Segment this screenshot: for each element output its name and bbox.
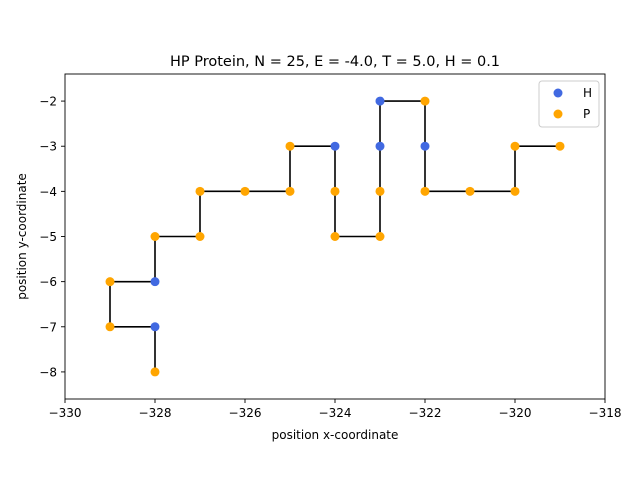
y-tick-label: −2: [39, 95, 57, 109]
residue-point-p: [510, 186, 520, 196]
residue-point-p: [330, 232, 340, 241]
y-tick-label: −7: [39, 320, 57, 334]
y-tick-label: −4: [39, 185, 57, 199]
residue-point-h: [375, 96, 385, 106]
y-tick-label: −3: [39, 140, 57, 154]
residue-point-h: [375, 141, 385, 151]
legend-label-h: H: [583, 86, 592, 100]
residue-point-p: [375, 186, 385, 196]
point-layer: [105, 96, 565, 377]
y-axis-label: position y-coordinate: [15, 173, 29, 300]
residue-point-p: [105, 322, 115, 332]
residue-point-p: [150, 367, 160, 377]
residue-point-p: [420, 96, 430, 106]
residue-point-p: [285, 141, 295, 151]
residue-point-p: [330, 186, 340, 196]
legend-label-p: P: [583, 107, 590, 121]
y-tick-label: −8: [39, 365, 57, 379]
x-tick-label: −326: [229, 406, 262, 420]
legend-marker-p: [553, 109, 563, 119]
x-axis-label: position x-coordinate: [272, 428, 399, 442]
residue-point-h: [150, 322, 160, 332]
residue-point-p: [420, 186, 430, 196]
residue-point-p: [510, 141, 520, 151]
x-tick-label: −322: [409, 406, 442, 420]
legend-marker-h: [553, 88, 563, 98]
x-tick-label: −330: [49, 406, 82, 420]
chain-layer: [109, 100, 560, 372]
residue-point-p: [555, 141, 565, 151]
residue-point-p: [375, 232, 385, 241]
residue-point-h: [420, 141, 430, 151]
residue-point-p: [285, 186, 295, 196]
residue-point-p: [195, 186, 205, 196]
x-tick-label: −324: [319, 406, 352, 420]
residue-point-h: [330, 141, 340, 151]
y-tick-label: −5: [39, 230, 57, 244]
residue-point-p: [195, 232, 205, 241]
chart-title: HP Protein, N = 25, E = -4.0, T = 5.0, H…: [170, 54, 500, 70]
x-tick-label: −318: [589, 406, 622, 420]
residue-point-p: [150, 232, 160, 241]
residue-point-p: [465, 186, 475, 196]
residue-point-h: [150, 277, 160, 287]
x-tick-label: −320: [499, 406, 532, 420]
x-axis-ticks: −330 −328 −326 −324 −322 −320 −318: [49, 399, 622, 420]
residue-point-p: [240, 186, 250, 196]
y-tick-label: −6: [39, 275, 57, 289]
legend: H P: [538, 80, 600, 128]
x-tick-label: −328: [139, 406, 172, 420]
y-axis-ticks: −8 −7 −6 −5 −4 −3 −2: [39, 95, 65, 379]
residue-point-p: [105, 277, 115, 287]
